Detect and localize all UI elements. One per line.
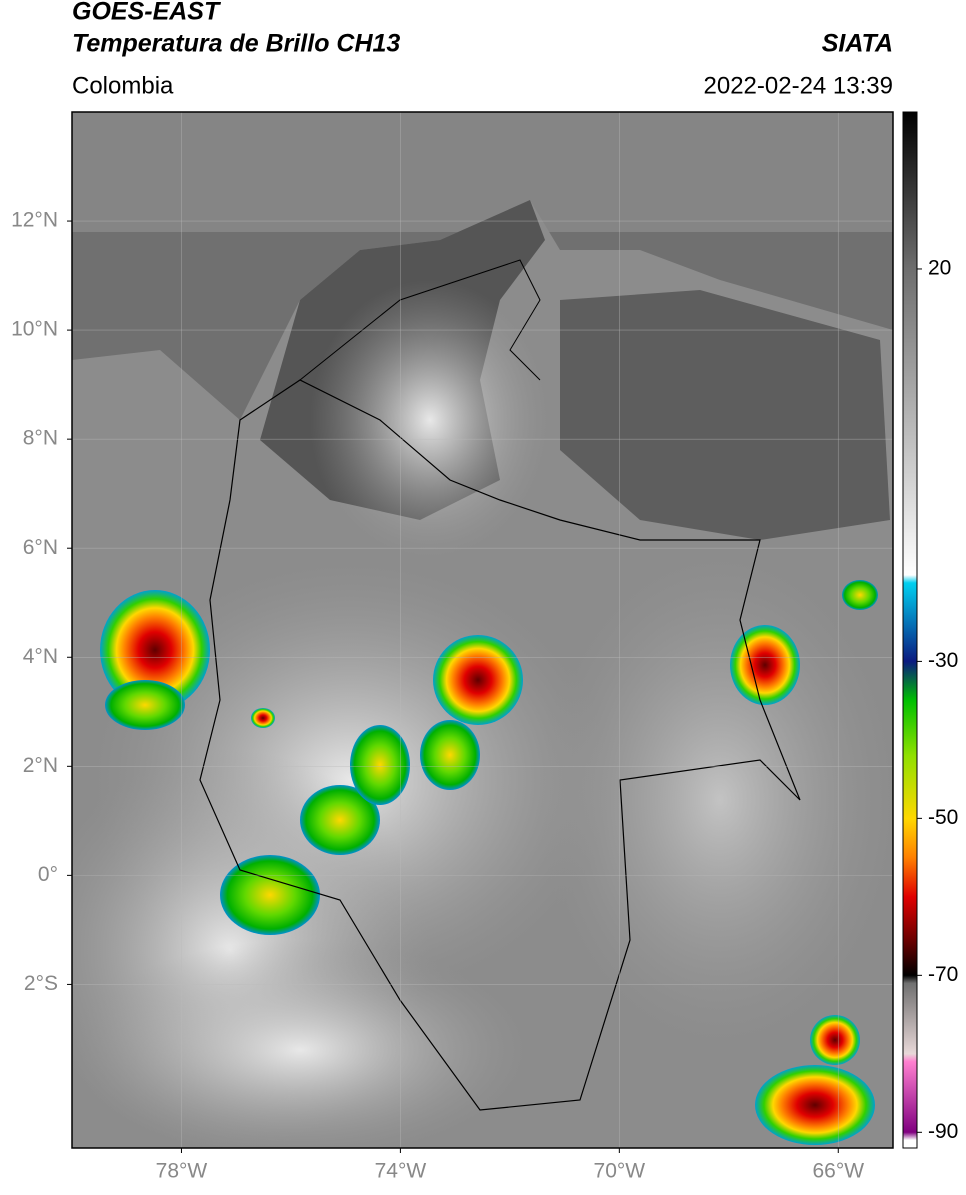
storm [105, 680, 185, 730]
colorbar-tick-label: -90 [928, 1120, 958, 1143]
subtitle: Colombia [72, 72, 174, 99]
cloud [540, 550, 893, 1050]
y-tick-label: 10°N [11, 318, 58, 341]
y-tick-label: 12°N [11, 209, 58, 232]
border [199, 379, 801, 1111]
colorbar-tick-label: 20 [928, 257, 951, 280]
y-tick-label: 0° [38, 863, 58, 886]
colorbar-tick-label: -50 [928, 806, 958, 829]
storm [220, 855, 320, 935]
colorbar [902, 111, 918, 1149]
cloud-haze [72, 112, 893, 232]
title: GOES-EAST [72, 0, 222, 26]
colorbar-tick-label: -70 [928, 963, 958, 986]
timestamp: 2022-02-24 13:39 [704, 72, 894, 99]
dry-land [560, 290, 890, 540]
storm [755, 1065, 875, 1145]
y-tick-label: 8°N [23, 427, 58, 450]
storm [433, 635, 523, 725]
storm [300, 785, 380, 855]
colorbar-tick-label: -30 [928, 649, 958, 672]
coastline [299, 259, 541, 381]
title: Temperatura de Brillo CH13 [72, 30, 400, 58]
cloud [310, 280, 550, 560]
source: SIATA [822, 30, 893, 58]
storm [350, 725, 410, 805]
x-tick-label: 66°W [812, 1160, 864, 1183]
storm [420, 720, 480, 790]
storm [842, 580, 878, 610]
x-tick-label: 70°W [594, 1160, 646, 1183]
y-tick-label: 2°S [24, 972, 58, 995]
map-frame [71, 111, 894, 1149]
storm [100, 590, 210, 710]
storm [730, 625, 800, 705]
cloud [72, 940, 530, 1148]
x-tick-label: 74°W [375, 1160, 427, 1183]
y-tick-label: 6°N [23, 536, 58, 559]
y-tick-label: 4°N [23, 645, 58, 668]
x-tick-label: 78°W [156, 1160, 208, 1183]
satellite-image [72, 112, 893, 1148]
storm [251, 708, 275, 728]
y-tick-label: 2°N [23, 754, 58, 777]
storm [810, 1015, 860, 1065]
